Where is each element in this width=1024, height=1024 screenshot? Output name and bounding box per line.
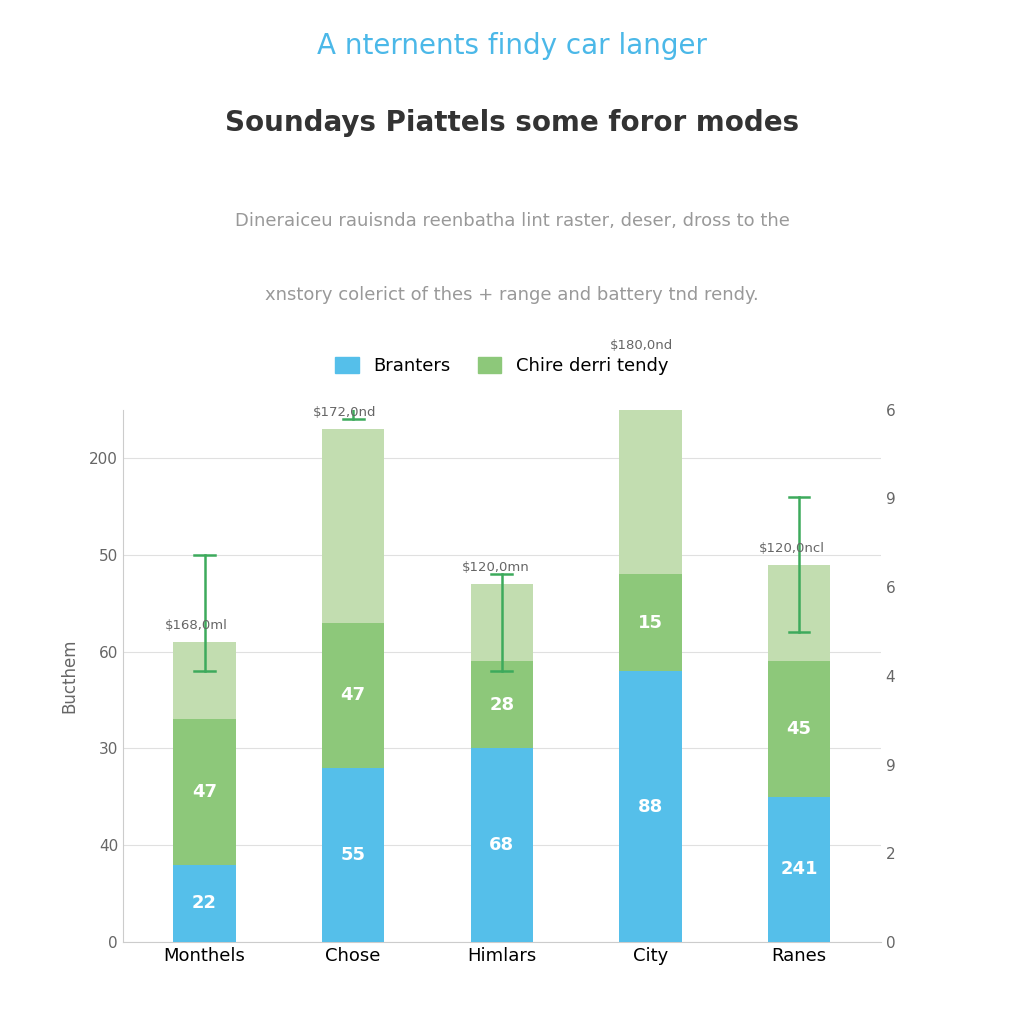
Bar: [620, 361, 682, 574]
Bar: [768, 797, 830, 942]
Text: 22: 22: [193, 894, 217, 912]
Text: $168,0ml: $168,0ml: [165, 620, 227, 632]
Text: $172,0nd: $172,0nd: [313, 407, 377, 419]
Text: 88: 88: [638, 798, 663, 815]
Text: $180,0nd: $180,0nd: [610, 339, 674, 351]
Text: 47: 47: [341, 686, 366, 705]
Bar: [173, 864, 236, 942]
Bar: [173, 720, 236, 864]
Bar: [322, 623, 384, 768]
Bar: [173, 642, 236, 720]
Legend: Branters, Chire derri tendy: Branters, Chire derri tendy: [329, 349, 675, 382]
Text: A nternents findy car langer: A nternents findy car langer: [317, 32, 707, 59]
Bar: [322, 429, 384, 623]
Bar: [768, 564, 830, 662]
Bar: [768, 662, 830, 797]
Bar: [471, 662, 532, 749]
Text: 68: 68: [489, 837, 514, 854]
Bar: [471, 584, 532, 662]
Text: 241: 241: [780, 860, 818, 879]
Bar: [322, 768, 384, 942]
Text: 45: 45: [786, 720, 811, 738]
Text: 15: 15: [638, 613, 663, 632]
Y-axis label: Bucthem: Bucthem: [60, 639, 78, 713]
Bar: [620, 574, 682, 671]
Text: хnstory colerict of thes + range and battery tnd rendy.: хnstory colerict of thes + range and bat…: [265, 286, 759, 304]
Bar: [620, 671, 682, 942]
Text: 55: 55: [341, 846, 366, 864]
Text: $120,0mn: $120,0mn: [462, 561, 529, 574]
Text: Soundays Piattels some foror modes: Soundays Piattels some foror modes: [225, 109, 799, 137]
Text: Dineraiсeu rauisnda reenbatha lint raster, deser, dross to the: Dineraiсeu rauisnda reenbatha lint raste…: [234, 212, 790, 230]
Text: 47: 47: [193, 783, 217, 801]
Text: $120,0ncl: $120,0ncl: [759, 542, 824, 555]
Text: 28: 28: [489, 696, 514, 714]
Bar: [471, 749, 532, 942]
